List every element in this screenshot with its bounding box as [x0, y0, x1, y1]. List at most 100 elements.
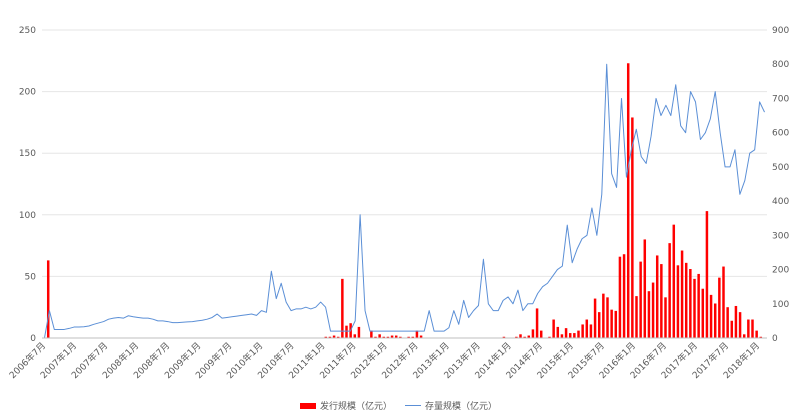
- right-tick-label: 100: [772, 300, 789, 310]
- bar: [655, 255, 659, 338]
- bar: [668, 243, 671, 338]
- legend-item-stock: 存量规模（亿元）: [405, 399, 497, 412]
- bar: [560, 334, 564, 338]
- bar: [693, 278, 696, 338]
- bar: [672, 224, 676, 338]
- bar: [535, 308, 539, 338]
- bar: [676, 265, 680, 338]
- left-axis-ticks: 0 50 100 150 200 250: [19, 26, 36, 344]
- bar: [411, 336, 415, 338]
- bar: [399, 336, 402, 338]
- bar: [738, 312, 742, 338]
- legend-label-stock: 存量规模（亿元）: [425, 402, 498, 412]
- bar: [581, 324, 584, 338]
- bar: [705, 211, 709, 338]
- bar: [502, 336, 506, 338]
- bar: [394, 335, 398, 338]
- left-tick-label: 150: [19, 149, 36, 159]
- bar: [647, 291, 651, 338]
- left-tick-label: 100: [19, 211, 36, 221]
- bar: [726, 307, 729, 338]
- bar: [382, 336, 386, 338]
- left-tick-label: 50: [25, 272, 37, 282]
- line-series: [43, 63, 765, 339]
- bar: [734, 305, 738, 338]
- bar: [664, 297, 667, 338]
- bar: [643, 239, 647, 338]
- bar: [602, 293, 605, 338]
- right-tick-label: 500: [772, 163, 789, 173]
- bar: [755, 330, 758, 338]
- bar: [614, 310, 618, 338]
- bar: [548, 336, 551, 338]
- bar: [689, 269, 692, 338]
- bar: [593, 298, 597, 338]
- bar: [618, 256, 622, 338]
- stock-line: [43, 63, 765, 339]
- right-tick-label: 800: [772, 60, 789, 70]
- bar: [556, 326, 560, 338]
- right-tick-label: 900: [772, 26, 789, 36]
- bar: [357, 326, 361, 338]
- bar: [390, 335, 394, 338]
- bar: [345, 325, 348, 338]
- left-tick-label: 200: [19, 88, 36, 98]
- right-tick-label: 400: [772, 197, 789, 207]
- bar: [353, 334, 357, 338]
- legend-label-issuance: 发行规模（亿元）: [320, 402, 393, 412]
- legend-item-issuance: 发行规模（亿元）: [300, 399, 392, 412]
- bar: [539, 330, 543, 338]
- bar: [597, 312, 601, 338]
- bar: [324, 336, 328, 338]
- right-tick-label: 300: [772, 231, 789, 241]
- bar: [742, 334, 746, 338]
- bar: [701, 288, 705, 338]
- bar: [386, 336, 390, 338]
- bar: [680, 250, 684, 338]
- bar: [751, 319, 754, 338]
- bar: [635, 296, 638, 338]
- bar-series: [46, 63, 763, 338]
- bar: [631, 117, 634, 338]
- bar: [622, 254, 626, 338]
- bar: [639, 261, 642, 338]
- bar: [577, 330, 580, 338]
- right-tick-label: 700: [772, 94, 789, 104]
- bar: [722, 266, 725, 338]
- bar: [568, 333, 572, 338]
- legend-swatch-bar: [300, 402, 316, 409]
- bar: [374, 336, 377, 338]
- left-tick-label: 250: [19, 26, 36, 36]
- right-tick-label: 200: [772, 266, 789, 276]
- bar: [626, 63, 630, 338]
- bar: [336, 336, 340, 338]
- bar: [332, 335, 336, 338]
- bar: [46, 260, 50, 338]
- bar: [370, 330, 373, 338]
- bar: [651, 282, 655, 338]
- bar: [527, 335, 531, 338]
- bar: [684, 262, 688, 338]
- right-axis-ticks: 0 100 200 300 400 500 600 700 800 900: [772, 26, 789, 344]
- bar: [606, 297, 609, 338]
- bar: [589, 324, 593, 338]
- right-tick-label: 600: [772, 129, 789, 139]
- bar: [718, 277, 721, 338]
- bar: [419, 335, 423, 338]
- bar: [523, 336, 526, 338]
- bar: [759, 336, 763, 338]
- bar: [531, 329, 535, 338]
- bar: [660, 264, 663, 338]
- bar: [415, 330, 419, 338]
- bar: [519, 334, 522, 338]
- x-axis-ticks: 2006年7月2007年1月2007年7月2008年1月2008年7月2009年…: [7, 340, 762, 381]
- bar: [515, 336, 518, 338]
- bar: [709, 294, 713, 338]
- bar: [730, 320, 734, 338]
- left-tick-label: 0: [30, 334, 36, 344]
- bar: [552, 319, 555, 338]
- bar: [407, 336, 410, 338]
- legend: 发行规模（亿元） 存量规模（亿元）: [0, 399, 800, 413]
- bar: [610, 309, 613, 338]
